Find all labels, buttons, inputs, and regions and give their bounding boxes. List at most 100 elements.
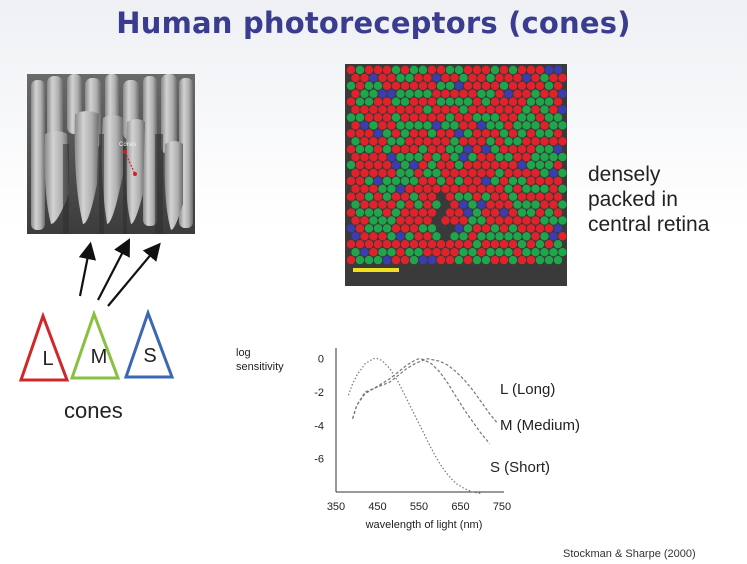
mosaic-dot <box>400 81 410 90</box>
mosaic-dot <box>499 81 509 90</box>
chart-series-label: S (Short) <box>490 459 550 476</box>
mosaic-dot <box>396 121 405 130</box>
mosaic-dot <box>495 121 504 130</box>
mosaic-dot <box>355 81 365 90</box>
slide-title: Human photoreceptors (cones) <box>116 6 631 40</box>
mosaic-dot <box>522 216 531 225</box>
mosaic-dot <box>346 113 356 122</box>
mosaic-dot <box>486 184 495 193</box>
mosaic-dot <box>409 145 419 154</box>
mosaic-dot <box>522 89 531 98</box>
mosaic-dot <box>540 248 549 257</box>
mosaic-dot <box>364 97 374 106</box>
mosaic-dot <box>517 208 527 217</box>
mosaic-dot <box>540 200 549 209</box>
mosaic-dot <box>517 240 527 249</box>
mosaic-dot <box>463 81 473 90</box>
mosaic-dot <box>423 200 432 209</box>
mosaic-dot <box>540 121 549 130</box>
mosaic-dot <box>517 224 527 233</box>
mosaic-dot <box>360 232 369 241</box>
mosaic-dot <box>436 65 446 75</box>
chart-ylabel-line-1: log <box>236 347 251 359</box>
mosaic-dot <box>378 184 387 193</box>
mosaic-dot <box>508 224 518 233</box>
mosaic-dot <box>405 121 414 130</box>
mosaic-dot <box>531 152 540 162</box>
mosaic-dot <box>351 248 360 257</box>
mosaic-dot <box>499 65 509 75</box>
mosaic-dot <box>459 200 468 209</box>
mosaic-dot <box>486 232 495 241</box>
mosaic-dot <box>351 216 360 225</box>
mosaic-dot <box>369 73 378 83</box>
mosaic-dot <box>400 145 410 154</box>
mosaic-dot <box>513 152 522 162</box>
mosaic-dot <box>418 113 428 122</box>
mosaic-dot <box>450 89 459 98</box>
mosaic-dot <box>558 168 567 178</box>
mosaic-dot <box>373 240 383 249</box>
mosaic-dot <box>378 168 387 178</box>
mosaic-dot <box>400 224 410 233</box>
mosaic-dot <box>490 113 500 122</box>
mosaic-dot <box>400 176 410 186</box>
mosaic-dot <box>355 192 365 201</box>
mosaic-dot <box>373 160 383 170</box>
mosaic-dot <box>463 129 473 138</box>
mosaic-dot <box>373 255 383 265</box>
mosaic-dot <box>481 208 491 217</box>
mosaic-dot <box>441 152 450 162</box>
mosaic-dot <box>405 184 414 193</box>
mosaic-dot <box>468 200 477 209</box>
mosaic-dot <box>364 176 374 186</box>
mosaic-dot <box>508 145 518 154</box>
mosaic-dot <box>373 81 383 90</box>
mosaic-dot <box>504 89 513 98</box>
mosaic-dot <box>414 216 423 225</box>
mosaic-dot <box>373 145 383 154</box>
mosaic-dot <box>463 240 473 249</box>
mosaic-dot <box>391 192 401 201</box>
mosaic-dot <box>558 105 567 114</box>
mosaic-dot <box>526 97 536 106</box>
mosaic-dot <box>423 248 432 257</box>
mosaic-dot <box>355 113 365 122</box>
mosaic-dot <box>346 240 356 249</box>
mosaic-dot <box>508 81 518 90</box>
mosaic-dot <box>373 97 383 106</box>
mosaic-dot <box>544 81 554 90</box>
mosaic-dot <box>436 145 446 154</box>
mosaic-dot <box>423 216 432 225</box>
mosaic-dot <box>414 232 423 241</box>
mosaic-dot <box>508 176 518 186</box>
mosaic-dot <box>535 81 545 90</box>
mosaic-dot <box>423 232 432 241</box>
mosaic-dot <box>454 208 464 217</box>
mosaic-dot <box>477 184 486 193</box>
mosaic-dot <box>549 232 558 241</box>
mosaic-dot <box>558 200 567 209</box>
mosaic-dot <box>423 73 432 83</box>
mosaic-dot <box>472 129 482 138</box>
mosaic-dot <box>445 240 455 249</box>
mosaic-dot <box>378 232 387 241</box>
mosaic-dot <box>495 89 504 98</box>
mosaic-dot <box>378 73 387 83</box>
mosaic-dot <box>517 176 527 186</box>
chart-x-tick-label: 550 <box>410 501 428 513</box>
mosaic-dot <box>513 89 522 98</box>
mosaic-dot <box>468 216 477 225</box>
mosaic-dot <box>468 184 477 193</box>
mosaic-dot <box>513 200 522 209</box>
mosaic-dot <box>499 97 509 106</box>
mosaic-dot <box>526 129 536 138</box>
mosaic-dot <box>369 216 378 225</box>
mosaic-dot <box>355 97 365 106</box>
mosaic-dot <box>360 200 369 209</box>
mosaic-dot <box>400 240 410 249</box>
mosaic-dot <box>513 232 522 241</box>
mosaic-dot <box>499 208 509 217</box>
mosaic-dot <box>454 255 464 265</box>
mosaic-dot <box>450 232 459 241</box>
